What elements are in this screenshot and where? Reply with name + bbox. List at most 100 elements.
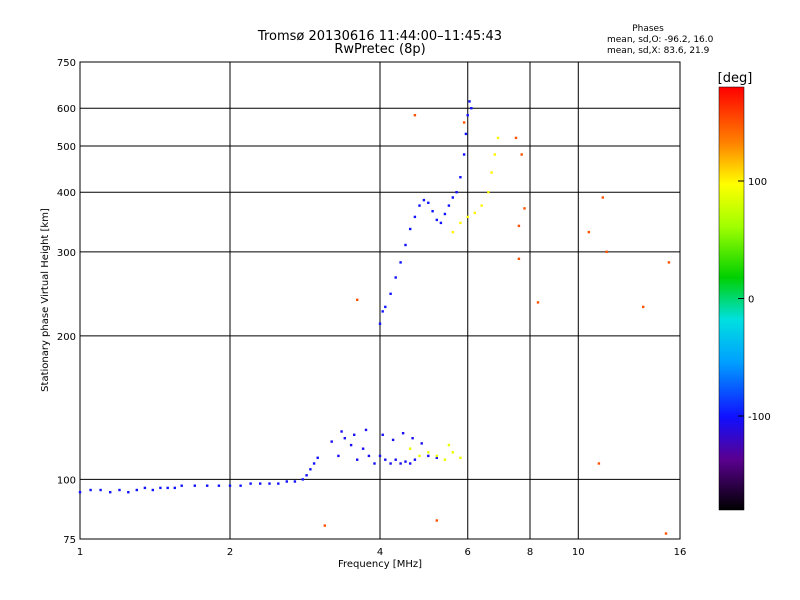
data-point <box>447 204 451 207</box>
stats-heading: Phases <box>632 24 664 34</box>
data-point <box>89 488 92 492</box>
x-tick-label: 2 <box>227 547 233 558</box>
x-tick-label: 6 <box>465 547 471 558</box>
data-point <box>361 447 365 450</box>
x-axis-label: Frequency [MHz] <box>338 559 422 570</box>
y-axis-label: Stationary phase Virtual Height [km] <box>40 208 51 392</box>
data-point <box>206 484 209 487</box>
data-point <box>422 198 426 202</box>
data-point <box>356 458 359 461</box>
data-point <box>268 482 271 485</box>
colorbar-label: [deg] <box>718 71 753 86</box>
colorbar-tick-label: 100 <box>748 177 767 188</box>
data-point <box>391 438 395 442</box>
y-tick-label: 750 <box>57 58 76 69</box>
x-tick-label: 10 <box>572 547 585 558</box>
data-point <box>285 480 288 483</box>
data-point <box>228 484 232 487</box>
data-point <box>399 261 402 264</box>
data-point <box>464 132 468 136</box>
data-point <box>520 153 523 156</box>
data-point <box>435 454 438 458</box>
y-tick-label: 500 <box>57 142 76 153</box>
data-point <box>435 218 438 222</box>
data-point <box>466 114 469 117</box>
y-tick-label: 75 <box>63 535 76 546</box>
data-point <box>462 153 466 156</box>
chart-subtitle: RwPretec (8p) <box>334 42 425 57</box>
data-point <box>601 196 604 199</box>
data-point <box>413 215 417 219</box>
colorbar-ticks: 100 0 -100 <box>738 177 771 423</box>
data-point <box>249 482 252 485</box>
data-point <box>439 221 443 225</box>
y-tick-label: 300 <box>57 248 76 259</box>
data-point <box>394 458 397 461</box>
data-point <box>180 484 183 487</box>
data-point <box>409 447 412 450</box>
data-point <box>523 207 526 210</box>
chart-title: Tromsø 20130616 11:44:00–11:45:43 <box>257 29 502 44</box>
data-point <box>384 458 387 461</box>
data-point <box>239 484 242 487</box>
data-point <box>193 484 196 487</box>
data-point <box>418 204 421 207</box>
x-tick-label: 16 <box>674 547 687 558</box>
data-point <box>605 250 608 253</box>
data-point <box>466 215 469 219</box>
data-point <box>451 196 454 199</box>
y-tick-label: 200 <box>57 332 76 343</box>
data-point <box>166 486 169 490</box>
data-point <box>143 486 147 490</box>
data-point <box>517 257 521 260</box>
data-point <box>587 230 590 234</box>
data-point <box>443 458 447 461</box>
data-point <box>427 201 430 204</box>
data-point <box>451 230 454 234</box>
data-point <box>312 462 316 465</box>
data-point <box>323 524 326 527</box>
data-point <box>217 484 221 487</box>
data-point <box>420 442 423 445</box>
x-tick-label: 4 <box>377 547 383 558</box>
data-point <box>316 456 319 459</box>
data-point <box>667 261 671 264</box>
data-point <box>378 322 382 325</box>
data-point <box>378 454 382 458</box>
data-point <box>367 454 371 458</box>
x-tick-label: 8 <box>527 547 533 558</box>
data-point <box>401 432 405 435</box>
data-point <box>664 532 668 535</box>
data-point <box>404 243 407 247</box>
data-point <box>309 468 312 471</box>
x-tick-label: 1 <box>77 547 83 558</box>
data-point <box>381 433 384 436</box>
data-point <box>514 136 518 140</box>
data-point <box>404 460 407 463</box>
data-point <box>277 482 280 485</box>
data-point <box>381 310 384 313</box>
data-point <box>337 454 340 458</box>
data-point <box>455 191 458 194</box>
data-point <box>340 430 343 433</box>
data-point <box>459 176 462 179</box>
data-point <box>78 491 82 494</box>
data-point <box>413 458 417 461</box>
grid-lines <box>80 62 680 539</box>
data-point <box>127 491 130 494</box>
data-point <box>384 305 387 309</box>
data-point <box>468 100 471 103</box>
data-point <box>490 171 493 174</box>
data-point <box>470 107 473 110</box>
data-point <box>411 437 414 440</box>
data-point <box>305 474 308 477</box>
stats-line-o: mean, sd,O: -96.2, 16.0 <box>607 35 714 45</box>
data-point <box>418 454 421 458</box>
y-tick-label: 100 <box>57 475 76 486</box>
data-point <box>409 227 412 231</box>
data-point <box>536 301 540 304</box>
data-point <box>99 488 102 492</box>
data-point <box>330 440 333 443</box>
data-point <box>496 136 500 140</box>
y-tick-label: 400 <box>57 188 76 199</box>
